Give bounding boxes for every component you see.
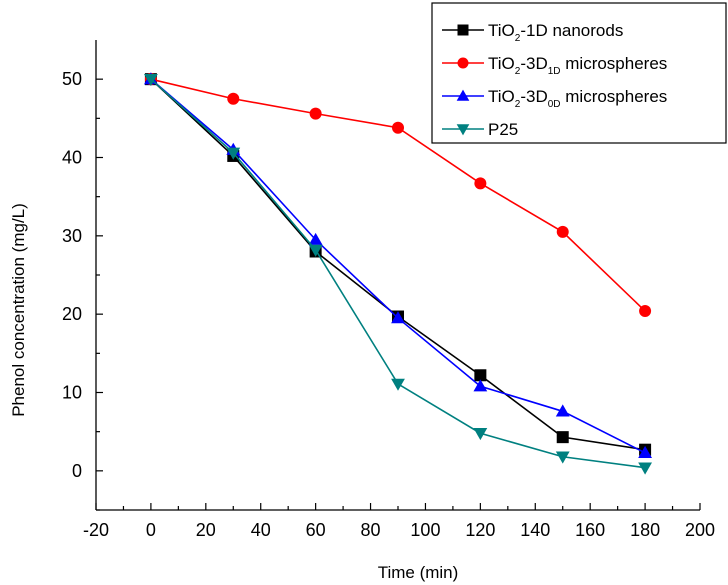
legend-label: TiO2-1D nanorods: [488, 21, 623, 44]
x-axis-label: Time (min): [378, 563, 459, 582]
data-point: [392, 121, 404, 134]
x-tick-label: 0: [146, 520, 156, 540]
legend-marker: [457, 57, 469, 69]
legend-marker: [456, 89, 470, 101]
x-tick-label: 100: [410, 520, 440, 540]
legend-label: P25: [488, 120, 518, 139]
x-tick-label: 180: [630, 520, 660, 540]
y-tick-label: 50: [62, 69, 82, 89]
legend-item: TiO2-3D0D microspheres: [442, 87, 667, 110]
data-point: [555, 404, 570, 417]
legend-marker: [456, 124, 470, 136]
legend-label: TiO2-3D0D microspheres: [488, 87, 667, 110]
data-point: [639, 305, 652, 318]
axes: -20 0 20 40 60 80 100 120 140 160 180 200 0 10 20 30 40 5…: [62, 40, 715, 540]
data-point: [474, 177, 487, 190]
y-tick-label: 40: [62, 148, 82, 168]
x-tick-label: 20: [196, 520, 216, 540]
y-tick-label: 10: [62, 383, 82, 403]
legend-item: P25: [442, 120, 518, 139]
data-point: [556, 225, 569, 238]
data-point: [391, 378, 405, 391]
legend: TiO2-1D nanorods TiO2-3D1D microspheres Ti…: [431, 2, 727, 144]
x-tick-label: 160: [575, 520, 605, 540]
x-tick-label: 40: [251, 520, 271, 540]
data-point: [226, 147, 241, 160]
x-tick-label: -20: [83, 520, 109, 540]
data-point: [473, 379, 488, 392]
data-point: [474, 369, 487, 382]
data-point: [473, 428, 488, 441]
data-point: [556, 431, 569, 444]
data-point: [638, 445, 652, 458]
y-axis-label: Phenol concentration (mg/L): [9, 203, 28, 417]
data-point: [308, 232, 323, 245]
data-point: [144, 73, 158, 87]
legend-item: TiO2-3D1D microspheres: [442, 54, 667, 77]
series-2: [144, 73, 652, 318]
y-tick-label: 0: [72, 461, 82, 481]
x-tick-label: 120: [465, 520, 495, 540]
series-layer: [144, 72, 652, 475]
series-4: [144, 73, 652, 475]
data-point: [308, 244, 323, 257]
data-point: [309, 107, 322, 120]
x-tick-label: 60: [306, 520, 326, 540]
x-tick-label: 140: [520, 520, 550, 540]
legend-box: [431, 2, 727, 144]
legend-item: TiO2-1D nanorods: [442, 21, 623, 44]
data-point: [555, 451, 570, 464]
legend-marker: [457, 24, 469, 36]
data-point: [638, 462, 652, 475]
x-tick-label: 200: [685, 520, 715, 540]
legend-label: TiO2-3D1D microspheres: [488, 54, 667, 77]
data-point: [227, 92, 240, 105]
data-point: [391, 311, 405, 324]
y-tick-label: 30: [62, 226, 82, 246]
y-tick-label: 20: [62, 304, 82, 324]
x-tick-label: 80: [361, 520, 381, 540]
